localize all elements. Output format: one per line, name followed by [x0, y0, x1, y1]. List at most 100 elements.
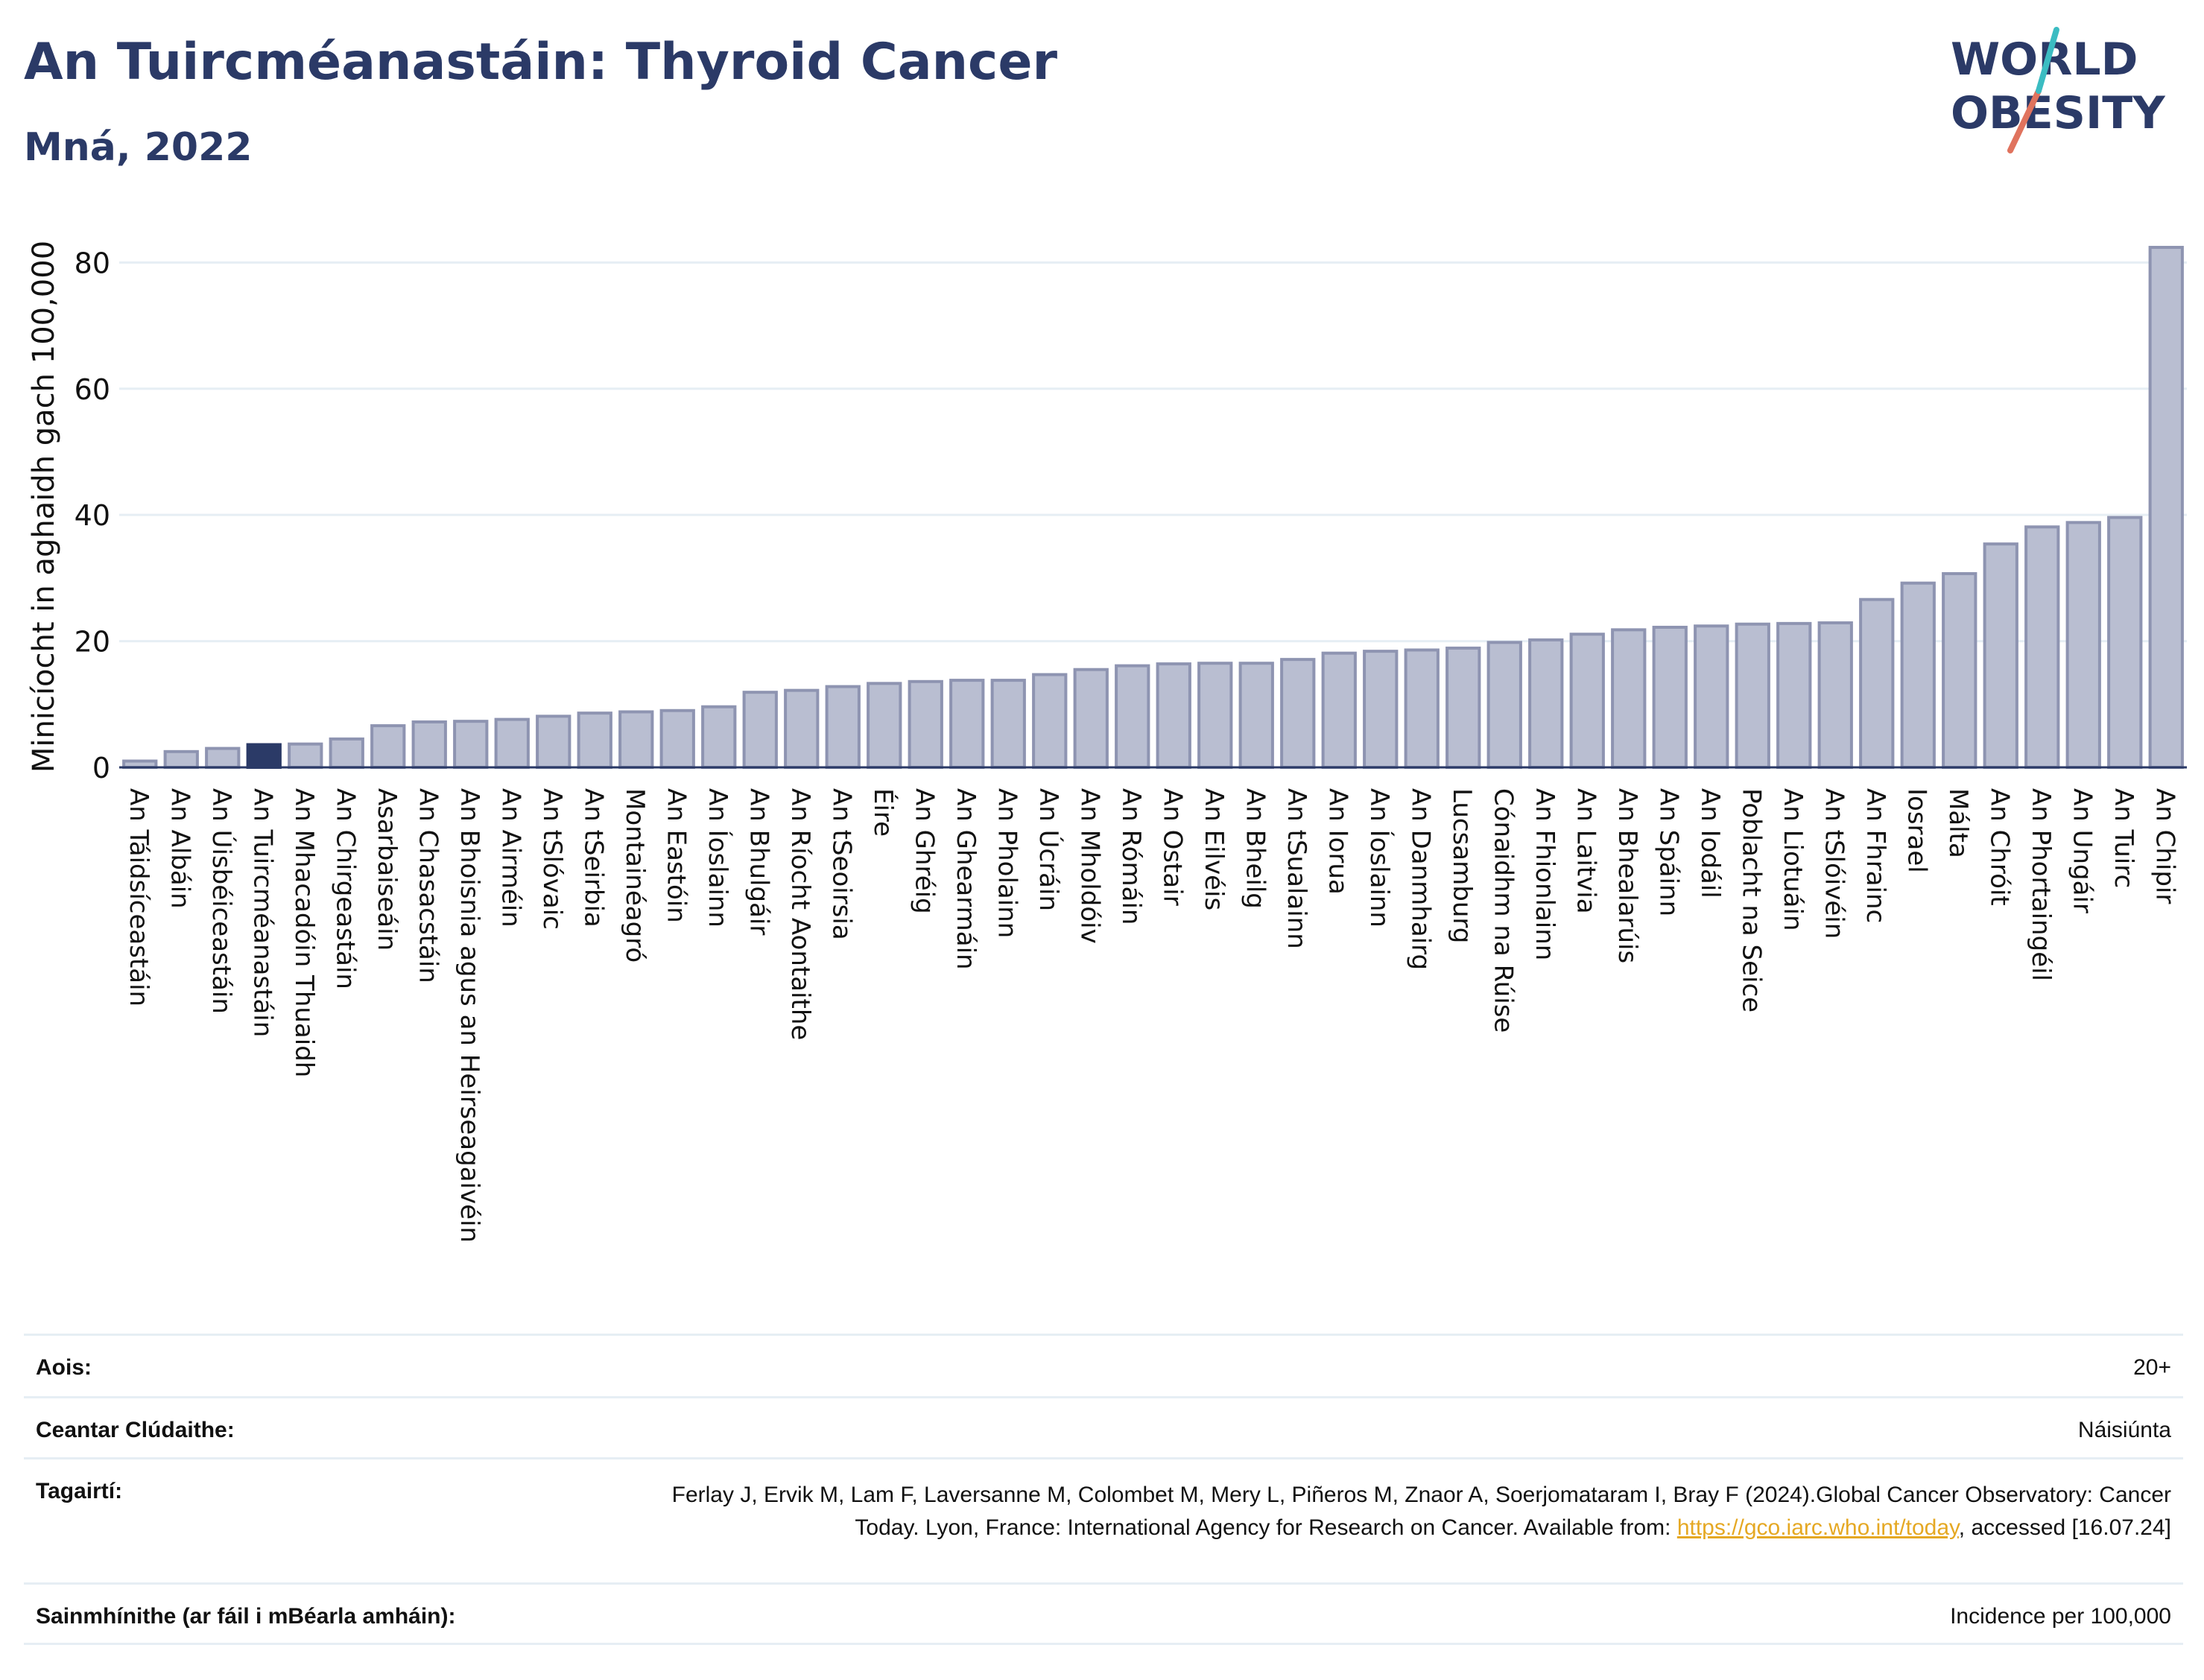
bar: [1942, 571, 1977, 769]
x-tick-label: An Tuirc: [2109, 788, 2138, 888]
x-tick-label: An tSualainn: [1282, 788, 1311, 949]
bar: [1280, 658, 1316, 770]
bar: [1528, 638, 1564, 769]
x-tick-label: An tSeoirsia: [826, 788, 856, 940]
bar: [1859, 597, 1895, 770]
page-title: An Tuircméanastáin: Thyroid Cancer: [24, 33, 1057, 92]
x-tick-label: An Ríocht Aontaithe: [785, 788, 815, 1040]
x-tick-label: An Danmhairg: [1405, 788, 1435, 970]
bar: [867, 682, 902, 770]
x-tick-label: An Albáin: [165, 788, 194, 909]
meta-key: Sainmhínithe (ar fáil i mBéarla amháin):: [36, 1604, 456, 1629]
bar: [1073, 668, 1109, 769]
x-tick-label: An Ghearmáin: [951, 788, 981, 970]
reference-link[interactable]: https://gco.iarc.who.int/today: [1676, 1515, 1959, 1540]
bar: [1445, 646, 1481, 769]
bar-chart: 0 20 40 60 80 An Táidsíceastáin An Albáin An Ú…: [27, 241, 2187, 1243]
x-tick-label: An Tuircméanastáin: [247, 788, 277, 1037]
x-axis-labels: An Táidsíceastáin An Albáin An Úisbéiceast…: [124, 788, 2180, 1243]
y-tick-label: 20: [75, 626, 110, 659]
bar: [1900, 581, 1936, 769]
bar: [1817, 621, 1853, 770]
x-tick-label: An Mholdóiv: [1074, 788, 1104, 944]
bar: [908, 679, 943, 769]
y-tick-label: 40: [75, 499, 110, 532]
grid-lines: [119, 261, 2187, 643]
x-tick-label: An Airméin: [495, 788, 525, 928]
y-tick-label: 60: [75, 373, 110, 406]
bar: [1404, 648, 1440, 770]
x-tick-label: An Fhionlainn: [1530, 788, 1559, 960]
x-tick-label: Asarbaiseáin: [372, 788, 402, 951]
bar: [1983, 542, 2018, 769]
bar: [2065, 521, 2101, 769]
bar: [411, 720, 447, 770]
meta-row-coverage: Ceantar Clúdaithe: Náisiúnta: [24, 1396, 2183, 1457]
meta-value: 20+: [2133, 1355, 2171, 1380]
meta-value: Náisiúnta: [2077, 1418, 2171, 1442]
y-tick-label: 0: [92, 752, 110, 784]
bar: [1569, 633, 1605, 769]
bar: [577, 711, 612, 770]
meta-key: Tagairtí:: [36, 1479, 123, 1503]
bar: [2148, 246, 2184, 769]
bar: [1032, 673, 1068, 770]
bar: [1156, 662, 1191, 769]
x-tick-label: Iosrael: [1901, 788, 1931, 873]
x-tick-label: Poblacht na Seice: [1736, 788, 1766, 1012]
bar: [1611, 628, 1647, 770]
bar: [1238, 662, 1274, 769]
x-tick-label: An Pholainn: [992, 788, 1022, 938]
y-axis-label: Minicíocht in aghaidh gach 100,000: [27, 241, 61, 773]
x-tick-label: An Eastóin: [661, 788, 691, 923]
x-tick-label: An Bhoisnia agus an Heirseagaivéin: [455, 788, 484, 1243]
meta-key: Ceantar Clúdaithe:: [36, 1418, 235, 1442]
x-tick-label: An Spáinn: [1653, 788, 1683, 916]
x-tick-label: An Phortaingéil: [2026, 788, 2056, 981]
x-tick-label: An Mhacadóin Thuaidh: [289, 788, 319, 1077]
reference-text: Ferlay J, Ervik M, Lam F, Laversanne M, …: [671, 1483, 2171, 1540]
bar: [1115, 664, 1150, 769]
x-tick-label: An tSlóivéin: [1819, 788, 1849, 939]
meta-row-references: Tagairtí: Ferlay J, Ervik M, Lam F, Lave…: [24, 1457, 2183, 1582]
bar: [494, 717, 530, 770]
x-tick-label: An Bhealarúis: [1612, 788, 1642, 963]
x-tick-label: An Chirgeastáin: [330, 788, 360, 989]
bar: [825, 685, 861, 770]
bar: [2107, 516, 2143, 769]
world-obesity-logo: WORLD OBESITY: [1951, 27, 2166, 153]
x-tick-label: An Úcráin: [1033, 788, 1064, 911]
metadata-table: Aois: 20+ Ceantar Clúdaithe: Náisiúnta T…: [24, 1334, 2183, 1645]
x-tick-label: An Iodáil: [1695, 788, 1725, 898]
x-tick-label: Málta: [1943, 788, 1973, 858]
bar: [205, 747, 241, 770]
x-tick-label: An Táidsíceastáin: [124, 788, 153, 1007]
x-tick-label: An Rómáin: [1116, 788, 1146, 925]
meta-key: Aois:: [36, 1355, 92, 1380]
bar: [453, 720, 489, 770]
bar: [618, 710, 654, 769]
x-tick-label: An Bheilg: [1240, 788, 1270, 909]
reference-accessed: , accessed [16.07.24]: [1958, 1515, 2171, 1540]
bar: [1776, 621, 1812, 770]
x-tick-label: An tSlóvaic: [537, 788, 567, 930]
x-tick-label: An Bhulgáir: [744, 788, 773, 935]
meta-row-definitions: Sainmhínithe (ar fáil i mBéarla amháin):…: [24, 1582, 2183, 1645]
x-tick-label: An Ungáir: [2067, 788, 2097, 913]
bar: [742, 691, 778, 770]
bar: [163, 749, 199, 770]
bar: [2024, 525, 2060, 769]
meta-value: Incidence per 100,000: [1950, 1604, 2171, 1629]
bar: [288, 742, 323, 769]
meta-value: Ferlay J, Ervik M, Lam F, Laversanne M, …: [607, 1479, 2171, 1544]
x-tick-label: Lucsamburg: [1447, 788, 1477, 943]
logo-line2: OBESITY: [1951, 87, 2166, 139]
x-tick-label: An Chipir: [2150, 788, 2179, 904]
x-tick-label: Cónaidhm na Rúise: [1488, 788, 1518, 1033]
bar: [1735, 622, 1770, 769]
bar: [659, 709, 695, 769]
x-tick-label: Éire: [868, 788, 899, 837]
x-tick-label: An Eilvéis: [1199, 788, 1229, 910]
bar: [1694, 624, 1729, 770]
bar: [990, 679, 1026, 770]
